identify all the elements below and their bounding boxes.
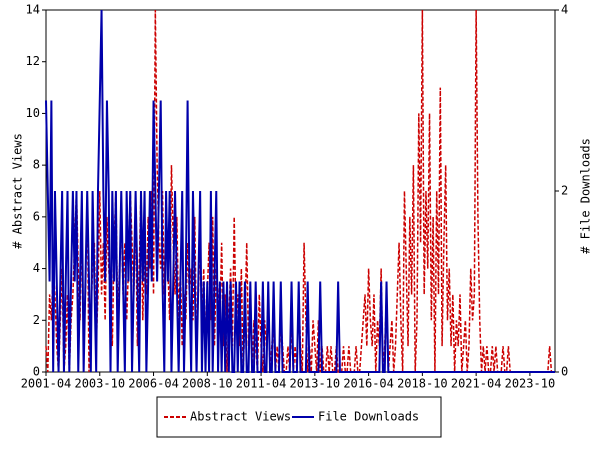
x-tick-label: 2013-10 [290,377,341,391]
y2-tick-label: 0 [561,365,568,379]
x-tick-label: 2003-10 [74,377,125,391]
y2-tick-label: 4 [561,3,568,17]
x-tick-label: 2023-10 [505,377,556,391]
y-tick-label: 2 [33,313,40,327]
x-tick-label: 2008-10 [182,377,233,391]
y-tick-label: 14 [26,3,40,17]
x-tick-label: 2006-04 [128,377,179,391]
y2-axis-label: # File Downloads [579,138,593,254]
series-line [45,9,555,373]
x-tick-label: 2011-04 [236,377,287,391]
y-tick-label: 0 [33,365,40,379]
x-tick-label: 2016-04 [343,377,394,391]
y2-tick-label: 2 [561,184,568,198]
y-tick-label: 12 [26,54,40,68]
y-tick-label: 4 [33,261,40,275]
x-tick-label: 2001-04 [21,377,72,391]
plot-frame [45,9,556,373]
y-axis-label: # Abstract Views [11,133,25,249]
series-line [45,9,555,373]
y-tick-label: 6 [33,209,40,223]
x-tick-label: 2021-04 [451,377,502,391]
x-tick-label: 2018-10 [397,377,448,391]
legend-label: Abstract Views [190,410,291,424]
y-tick-label: 10 [26,106,40,120]
legend-label: File Downloads [318,410,419,424]
y-tick-label: 8 [33,158,40,172]
